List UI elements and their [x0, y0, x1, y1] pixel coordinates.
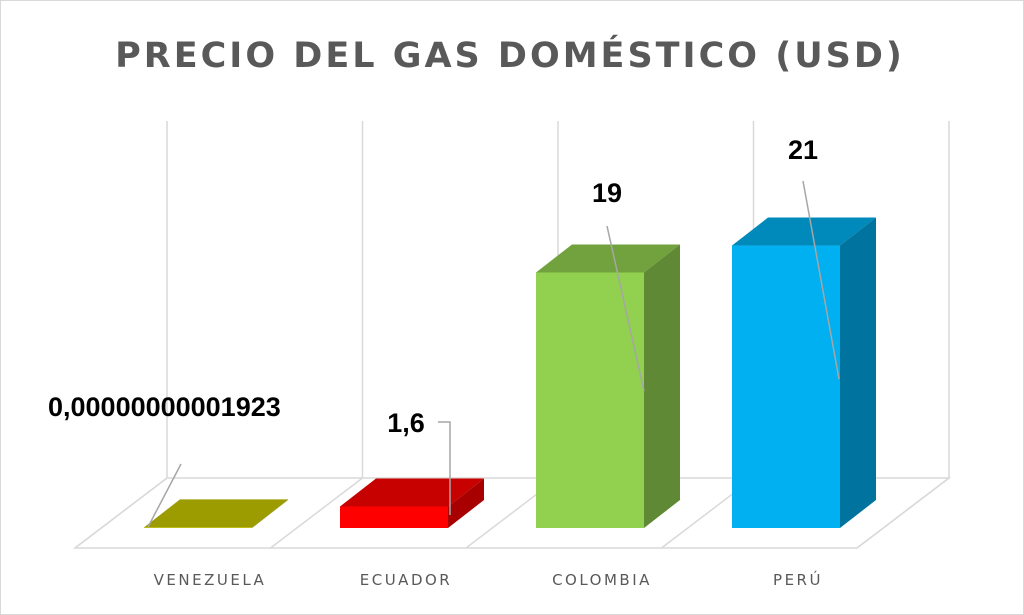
category-label-colombia: COLOMBIA	[552, 571, 652, 589]
bars	[144, 217, 876, 529]
category-label-ecuador: ECUADOR	[360, 571, 452, 589]
leader-lines	[147, 180, 840, 528]
bar-side-venezuela	[252, 499, 288, 528]
chart-title: PRECIO DEL GAS DOMÉSTICO (USD)	[115, 34, 905, 76]
floor-divider	[856, 477, 950, 549]
bar-ecuador	[340, 506, 448, 528]
leader-line-venezuela	[147, 463, 182, 528]
bar-top-peru	[732, 217, 876, 246]
bar-side-peru	[840, 217, 876, 529]
data-label-peru: 21	[788, 135, 818, 165]
leader-line-ecuador	[438, 421, 451, 515]
bar-peru	[732, 245, 840, 529]
category-labels: VENEZUELA ECUADOR COLOMBIA PERÚ	[154, 570, 823, 589]
data-label-colombia: 19	[592, 178, 622, 208]
data-label-ecuador: 1,6	[387, 408, 425, 438]
bar-top-colombia	[536, 244, 680, 273]
bar-top-ecuador	[340, 478, 484, 507]
data-label-venezuela: 0,00000000001923	[48, 392, 281, 422]
data-labels: 0,00000000001923 1,6 19 21	[48, 135, 818, 438]
floor-divider	[270, 477, 363, 549]
leader-line-colombia	[606, 225, 645, 392]
bar-venezuela	[144, 527, 252, 528]
bar-top-venezuela	[144, 499, 288, 528]
category-label-peru: PERÚ	[773, 570, 823, 589]
leader-line-peru	[802, 180, 840, 380]
bar-side-ecuador	[448, 478, 484, 528]
bar-colombia	[536, 272, 644, 528]
category-label-venezuela: VENEZUELA	[154, 571, 267, 589]
floor-divider	[74, 477, 168, 549]
bar-side-colombia	[644, 244, 680, 528]
